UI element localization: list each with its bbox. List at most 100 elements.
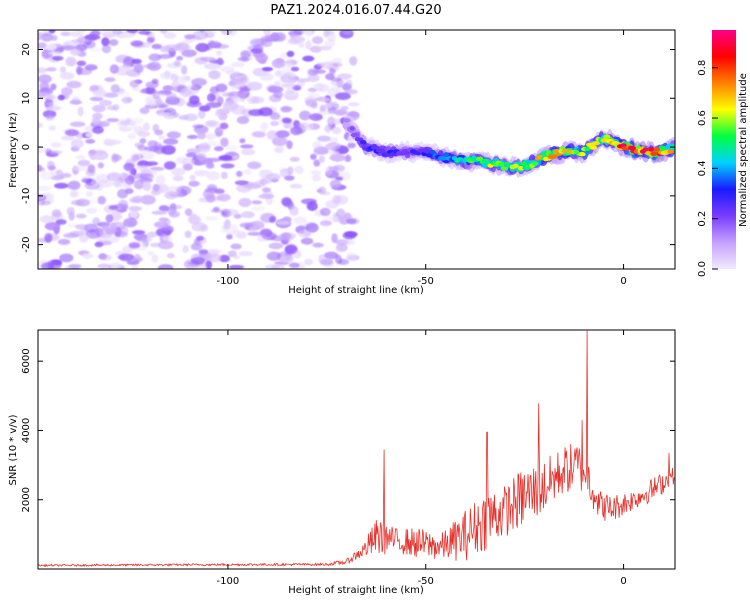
heatmap-cell (312, 36, 324, 45)
heatmap-cell (429, 150, 436, 155)
heatmap-cell (329, 68, 336, 75)
heatmap-cell (274, 70, 282, 77)
heatmap-cell (51, 55, 64, 61)
heatmap-cell (50, 35, 58, 41)
heatmap-cell (241, 211, 255, 219)
heatmap-cell (306, 201, 318, 212)
heatmap-cell (266, 251, 282, 261)
heatmap-cell (92, 104, 106, 113)
heatmap-cell (46, 105, 62, 111)
heatmap-cell (39, 88, 51, 93)
y-tick-label: -10 (21, 188, 32, 204)
heatmap-cell (260, 122, 269, 132)
heatmap-cell (231, 61, 245, 68)
heatmap-cell (108, 205, 119, 210)
heatmap-cell (512, 163, 519, 169)
heatmap-cell (159, 30, 168, 34)
heatmap-cell (128, 242, 141, 249)
heatmap-cell (238, 197, 252, 208)
heatmap-cell (129, 80, 139, 88)
heatmap-cell (443, 152, 449, 157)
heatmap-cell (220, 30, 233, 36)
heatmap-cell (222, 101, 239, 111)
heatmap-cell (144, 95, 158, 106)
heatmap-cell (319, 220, 332, 226)
heatmap-cell (257, 178, 273, 185)
colorbar-tick-label: 0.0 (697, 261, 708, 277)
x-tick-label: 0 (620, 576, 626, 587)
heatmap-cell (252, 44, 264, 54)
heatmap-cell (350, 132, 360, 138)
heatmap-cell (333, 109, 348, 116)
heatmap-cell (42, 109, 57, 119)
heatmap-cell (54, 182, 69, 189)
heatmap-cell (92, 126, 104, 134)
heatmap-cell (163, 32, 177, 39)
heatmap-cell (76, 67, 93, 76)
heatmap-cell (346, 252, 358, 261)
heatmap-cell (117, 32, 134, 39)
heatmap-cell (240, 144, 254, 149)
heatmap-cell (149, 145, 162, 153)
heatmap-cell (500, 166, 509, 171)
heatmap-cell (310, 170, 322, 176)
heatmap-cell (117, 90, 131, 98)
heatmap-cell (667, 149, 674, 154)
heatmap-cell (130, 40, 143, 47)
heatmap-cell (360, 140, 367, 145)
heatmap-cell (107, 105, 117, 111)
heatmap-cell (220, 137, 229, 147)
heatmap-cell (70, 200, 84, 206)
heatmap-cell (335, 243, 348, 252)
heatmap-cell (230, 96, 241, 103)
heatmap-cell (274, 146, 284, 154)
heatmap-cell (70, 99, 81, 105)
heatmap-cell (38, 164, 43, 172)
heatmap-cell (324, 124, 332, 133)
y-tick-label: 4000 (21, 418, 32, 443)
heatmap-cell (276, 220, 291, 226)
heatmap-cell (349, 126, 355, 131)
heatmap-cell (198, 110, 206, 119)
heatmap-cell (286, 50, 295, 58)
heatmap-cell (48, 125, 56, 131)
heatmap-cell (325, 142, 342, 151)
heatmap-cell (335, 92, 351, 100)
heatmap-cell (243, 169, 252, 175)
heatmap-cell (239, 222, 254, 228)
heatmap-cell (115, 54, 131, 64)
colorbar-tick-label: 0.6 (697, 110, 708, 126)
heatmap-cell (39, 81, 50, 91)
heatmap-cell (346, 80, 353, 86)
snr-panel: -100 -50 0 2000 4000 6000 Height of straight … (8, 329, 676, 596)
heatmap-cell (161, 145, 176, 155)
heatmap-cell (85, 168, 96, 177)
heatmap-cell (184, 208, 193, 216)
y-tick-label: 0 (21, 144, 32, 150)
heatmap-cell (313, 159, 321, 167)
heatmap-cell (133, 125, 144, 135)
heatmap-cell (227, 250, 237, 258)
heatmap-cell (186, 134, 199, 140)
heatmap-cell (182, 163, 193, 171)
heatmap-cell (238, 251, 253, 257)
heatmap-cell (110, 211, 123, 221)
y-tick-label: 2000 (21, 487, 32, 512)
heatmap-cell (78, 234, 89, 243)
heatmap-cell (65, 56, 77, 67)
snr-y-label: SNR (10 * v/v) (8, 414, 19, 485)
heatmap-cell (324, 38, 336, 48)
heatmap-cell (338, 259, 350, 265)
heatmap-cell (55, 219, 67, 225)
heatmap-cell (82, 253, 94, 259)
heatmap-cell (295, 37, 305, 42)
heatmap-cell (114, 180, 121, 187)
heatmap-cell (205, 193, 216, 203)
heatmap-cell (287, 166, 294, 175)
heatmap-cell (60, 31, 72, 37)
heatmap-cell (75, 213, 87, 219)
heatmap-cell (196, 132, 207, 140)
heatmap-cell (342, 118, 351, 123)
heatmap-cell (642, 147, 649, 152)
heatmap-cell (236, 116, 250, 125)
